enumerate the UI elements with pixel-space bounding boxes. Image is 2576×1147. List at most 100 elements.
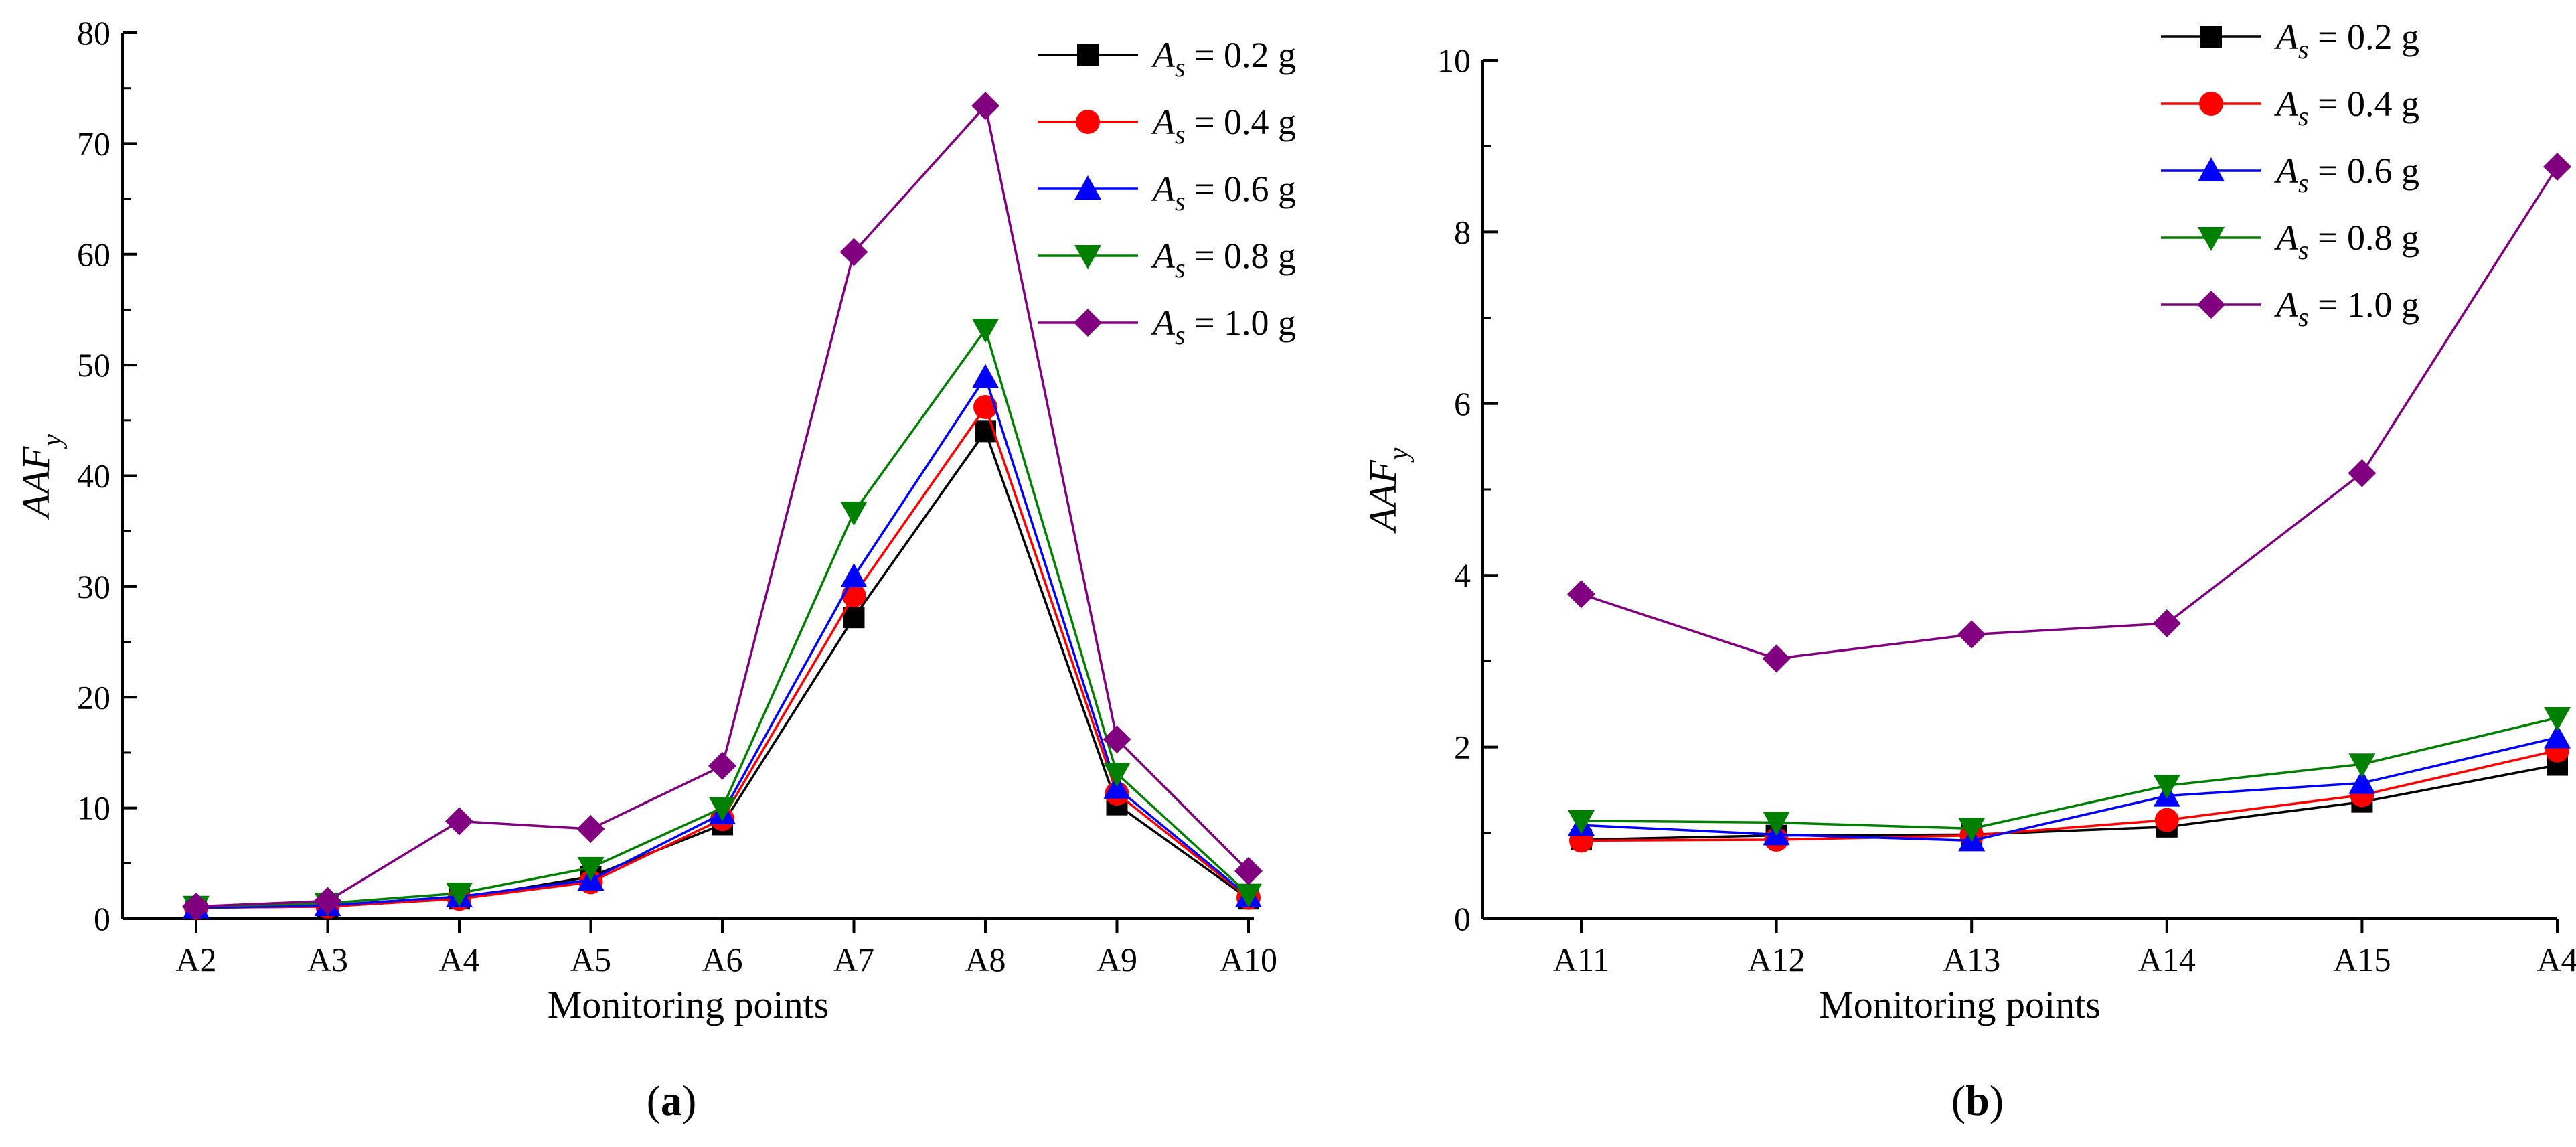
- legend-label-subscript: s: [1175, 119, 1186, 149]
- legend-label-text: = 0.6 g: [1186, 169, 1296, 209]
- legend-label-subscript: s: [2298, 34, 2309, 64]
- data-point: [2348, 753, 2376, 778]
- data-point: [576, 815, 605, 844]
- legend-label-symbol: A: [1151, 236, 1176, 276]
- legend-label-symbol: A: [2274, 84, 2299, 124]
- panel-label: (a): [647, 1077, 697, 1124]
- data-point: [1103, 725, 1131, 754]
- y-axis-title-main: AAF: [1361, 460, 1404, 534]
- legend-label-text: = 0.8 g: [2309, 218, 2419, 258]
- legend-label-subscript: s: [2298, 168, 2309, 198]
- series-square: [185, 420, 1259, 919]
- y-tick-label: 60: [77, 236, 110, 273]
- legend-label-text: = 0.6 g: [2309, 151, 2419, 191]
- legend-marker: [2197, 291, 2225, 319]
- x-tick-label: A9: [1097, 941, 1137, 978]
- legend-label-subscript: s: [1175, 52, 1186, 82]
- y-axis-title: AAFy: [1361, 447, 1415, 534]
- x-tick-label: A14: [2138, 941, 2196, 978]
- data-point: [972, 319, 999, 343]
- x-tick-label: A6: [702, 941, 742, 978]
- y-tick-label: 10: [77, 789, 110, 827]
- chart-panel-b: 0 2 4 6 8 10 A11 A12 A13 A14 A15 A4 Monitoring point…: [1361, 17, 2576, 1124]
- panel-label-open: (: [1951, 1077, 1965, 1124]
- panel-label: (b): [1951, 1077, 2004, 1124]
- legend-label-text: = 1.0 g: [2309, 285, 2419, 325]
- series-circle: [1569, 738, 2569, 853]
- legend-label: As = 0.2 g: [2274, 17, 2419, 64]
- y-tick-label: 50: [77, 346, 110, 384]
- data-point: [2544, 707, 2571, 732]
- x-axis-title: Monitoring points: [548, 983, 829, 1026]
- data-point: [445, 807, 473, 836]
- x-tick-label: A7: [833, 941, 874, 978]
- legend-label-symbol: A: [2274, 151, 2299, 191]
- legend-label-symbol: A: [1151, 35, 1176, 75]
- legend-label-symbol: A: [1151, 169, 1176, 209]
- legend-label-text: = 0.4 g: [1186, 102, 1296, 142]
- panel-label-open: (: [647, 1077, 661, 1124]
- series-line: [195, 103, 1250, 908]
- x-tick-label: A4: [438, 941, 479, 978]
- y-tick-label: 4: [1454, 556, 1471, 594]
- series-diamond: [1567, 152, 2571, 673]
- y-tick-label: 0: [94, 900, 110, 937]
- data-point: [840, 562, 868, 587]
- legend-label-subscript: s: [2298, 101, 2309, 131]
- data-point: [1958, 818, 1986, 842]
- legend-label-symbol: A: [2274, 17, 2299, 57]
- legend-label-text: = 0.8 g: [1186, 236, 1296, 276]
- legend-label-subscript: s: [1175, 186, 1186, 216]
- legend-label-symbol: A: [2274, 218, 2299, 258]
- panel-label-letter: b: [1965, 1077, 1990, 1124]
- legend-label: As = 0.2 g: [1151, 35, 1296, 82]
- x-tick-label: A10: [1220, 941, 1277, 978]
- legend-marker: [1074, 175, 1101, 200]
- x-tick-label: A4: [2537, 941, 2576, 978]
- data-point: [313, 887, 342, 915]
- legend-marker: [1076, 110, 1100, 134]
- chart-panel-a: 0 10 20 30 40 50 60 70 80 A2 A3 A4 A5 A6 A7 A8 A9 A10 Moni…: [14, 14, 1296, 1124]
- y-axis-title: AAFy: [14, 434, 68, 520]
- legend-label: As = 0.8 g: [2274, 218, 2419, 265]
- series-line: [1581, 736, 2558, 842]
- legend-label: As = 0.6 g: [2274, 151, 2419, 198]
- data-point: [972, 364, 999, 388]
- data-point: [577, 856, 605, 881]
- data-point: [2154, 808, 2179, 832]
- series-diamond: [182, 92, 1263, 921]
- legend-label-text: = 0.2 g: [2309, 17, 2419, 57]
- series-line: [195, 429, 1250, 909]
- y-tick-label: 20: [77, 678, 110, 716]
- data-point: [182, 892, 210, 921]
- y-tick-label: 0: [1454, 900, 1471, 937]
- data-point: [1763, 812, 1790, 836]
- legend-label-symbol: A: [1151, 303, 1176, 343]
- y-axis-title-subscript: y: [1384, 447, 1415, 463]
- y-tick-label: 70: [77, 125, 110, 162]
- legend-label-symbol: A: [1151, 102, 1176, 142]
- series-line: [1581, 166, 2559, 660]
- series-line: [1581, 749, 2558, 842]
- y-tick-label: 30: [77, 568, 110, 605]
- series-line: [1581, 716, 2558, 830]
- legend-label: As = 0.6 g: [1151, 169, 1296, 216]
- series-line: [1581, 763, 2558, 841]
- legend-label-subscript: s: [1175, 320, 1186, 350]
- data-point: [1235, 883, 1262, 908]
- data-point: [2348, 459, 2377, 487]
- y-tick-label: 40: [77, 457, 110, 495]
- data-point: [839, 238, 868, 266]
- y-tick-label: 10: [1437, 42, 1471, 79]
- y-tick-label: 80: [77, 14, 110, 52]
- data-point: [1568, 810, 1595, 834]
- x-tick-label: A15: [2333, 941, 2391, 978]
- y-tick-label: 6: [1454, 385, 1471, 423]
- data-point: [971, 92, 999, 121]
- legend-label-text: = 0.2 g: [1186, 35, 1296, 75]
- panel-label-close: ): [1990, 1077, 2004, 1124]
- legend-label: As = 1.0 g: [2274, 285, 2419, 332]
- legend-label-subscript: s: [1175, 253, 1186, 283]
- x-tick-label: A12: [1748, 941, 1805, 978]
